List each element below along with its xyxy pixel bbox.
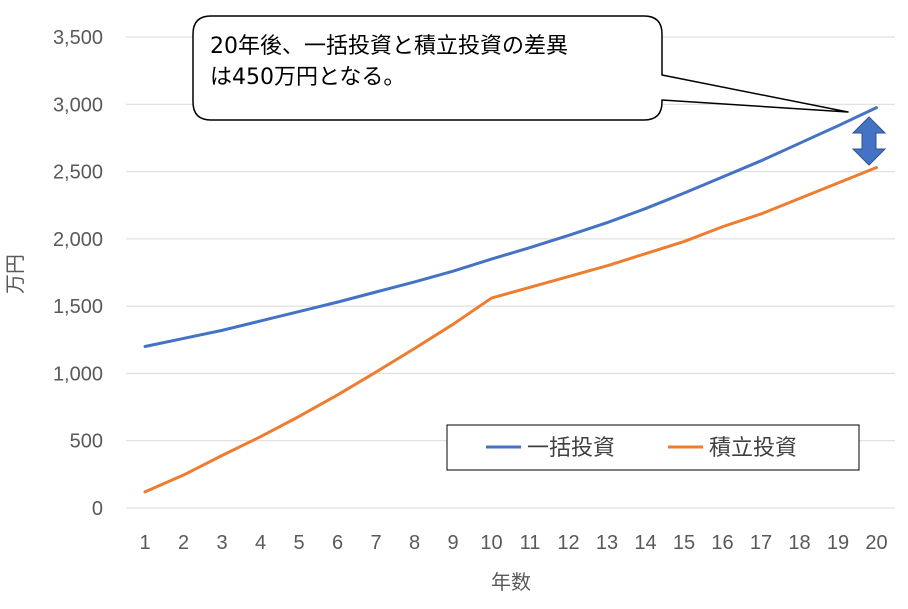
x-tick-label: 18	[788, 532, 810, 554]
series-lines	[143, 106, 878, 494]
x-tick-labels: 1 2 3 4 5 6 7 8 9 10 11 12 13 14 15 16 17 18 19 20	[139, 532, 887, 554]
legend: 一括投資 積立投資	[446, 424, 860, 471]
x-tick-label: 10	[480, 532, 502, 554]
x-tick-label: 16	[711, 532, 733, 554]
x-tick-label: 5	[293, 532, 304, 554]
x-tick-label: 19	[827, 532, 849, 554]
x-tick-label: 13	[596, 532, 618, 554]
x-tick-label: 20	[865, 532, 887, 554]
y-axis-title: 万円	[3, 254, 27, 294]
y-tick-label: 0	[92, 498, 103, 520]
x-tick-label: 17	[750, 532, 772, 554]
y-tick-label: 3,500	[53, 27, 103, 49]
x-tick-label: 1	[139, 532, 150, 554]
callout-bubble	[192, 15, 849, 121]
legend-label-lump-sum: 一括投資	[527, 436, 615, 461]
callout-line-2: は450万円となる。	[210, 65, 405, 90]
y-tick-label: 500	[70, 431, 103, 453]
difference-arrow-icon	[851, 116, 887, 166]
y-tick-label: 2,000	[53, 229, 103, 251]
y-tick-label: 2,500	[53, 162, 103, 184]
y-tick-label: 3,000	[53, 94, 103, 116]
x-tick-label: 7	[370, 532, 381, 554]
y-tick-labels: 0 500 1,000 1,500 2,000 2,500 3,000 3,500	[53, 27, 103, 520]
x-axis-title: 年数	[491, 570, 531, 594]
x-tick-label: 11	[520, 532, 541, 554]
x-tick-label: 8	[409, 532, 420, 554]
x-tick-label: 14	[634, 532, 656, 554]
callout-line-1: 20年後、一括投資と積立投資の差異	[210, 34, 568, 59]
x-tick-label: 12	[557, 532, 579, 554]
x-tick-label: 4	[255, 532, 266, 554]
x-tick-label: 15	[673, 532, 695, 554]
series-line-lump-sum	[143, 106, 878, 349]
legend-label-installment: 積立投資	[709, 436, 797, 461]
series-line-installment	[143, 166, 878, 494]
x-tick-label: 3	[216, 532, 227, 554]
legend-box	[446, 424, 860, 471]
y-tick-label: 1,000	[53, 363, 103, 385]
x-tick-label: 2	[178, 532, 189, 554]
x-tick-label: 6	[332, 532, 343, 554]
callout: 20年後、一括投資と積立投資の差異 は450万円となる。	[192, 15, 849, 121]
y-tick-label: 1,500	[53, 296, 103, 318]
x-tick-label: 9	[447, 532, 458, 554]
